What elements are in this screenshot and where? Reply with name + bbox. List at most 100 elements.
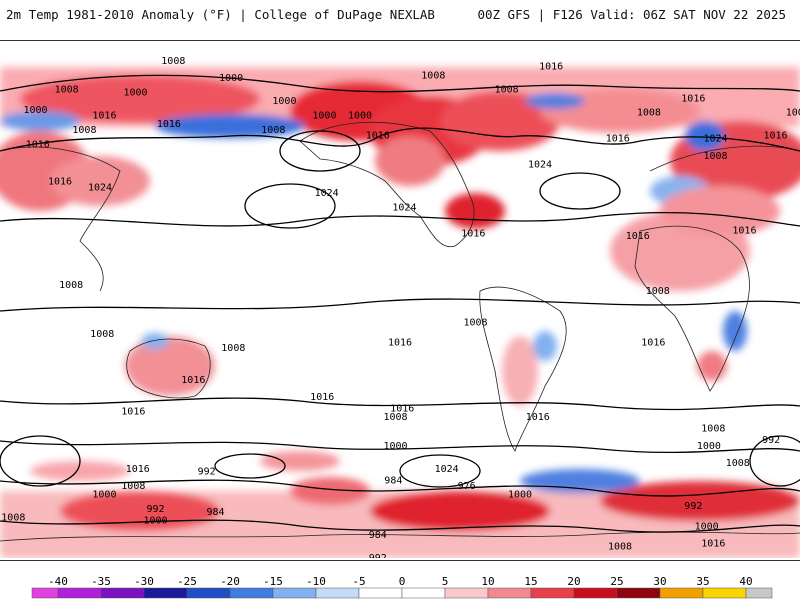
colorbar-swatch [487,587,532,599]
isobar-label: 1008 [726,458,750,469]
isobar-label: 1024 [704,134,728,145]
isobar-label: 1000 [92,490,116,501]
isobar-label: 1016 [764,131,788,142]
isobar-label: 1008 [384,412,408,423]
isobar-label: 1016 [388,337,412,348]
isobar-label: 1016 [157,119,181,130]
isobar-label: 1016 [539,62,563,73]
isobar-label: 1016 [526,412,550,423]
colorbar-tick-label: 25 [610,575,623,588]
colorbar-swatch [444,587,489,599]
colorbar-swatch [616,587,661,599]
colorbar-swatch [229,587,274,599]
colorbar-tick-label: -35 [91,575,111,588]
colorbar-tick-label: 35 [696,575,709,588]
isobar-label: 1008 [121,481,145,492]
isobar-label: 1024 [435,464,459,475]
colorbar-swatch [573,587,618,599]
isobar-label: 1000 [348,111,372,122]
isobar-label: 1000 [384,441,408,452]
isobar-label: 1016 [606,134,630,145]
colorbar-swatch [272,587,317,599]
isobar-label: 976 [458,481,476,492]
isobar-label: 1008 [90,329,114,340]
isobar-label: 1016 [126,464,150,475]
isobar-label: 1008 [421,70,445,81]
colorbar-swatch [31,587,59,599]
colorbar-tick-label: -40 [48,575,68,588]
isobar-label: 992 [147,504,165,515]
isobar-label: 1000 [272,96,296,107]
colorbar-swatch [186,587,231,599]
colorbar-tick-label: 40 [739,575,752,588]
colorbar-tick-label: -5 [352,575,365,588]
isobar-label: 1008 [786,108,800,119]
isobar-label: 1008 [704,151,728,162]
isobar-label: 1000 [219,73,243,84]
isobar-label: 992 [684,501,702,512]
colorbar-tick-label: -20 [220,575,240,588]
isobar-label: 992 [369,553,387,558]
colorbar-tick-label: -15 [263,575,283,588]
isobar-label: 1008 [637,108,661,119]
isobar-label: 1000 [124,88,148,99]
colorbar-swatch [702,587,747,599]
isobar-label: 1016 [310,392,334,403]
colorbar-tick-label: -10 [306,575,326,588]
isobar-label: 1016 [121,406,145,417]
model-run-info: 00Z GFS | F126 Valid: 06Z SAT NOV 22 202… [477,7,786,22]
isobar-label: 1016 [26,139,50,150]
isobar-label: 1000 [312,111,336,122]
colorbar-swatch [745,587,773,599]
isobar-label: 1008 [55,85,79,96]
colorbar-swatch [57,587,102,599]
isobar-label: 984 [384,475,402,486]
colorbar-tick-label: 5 [442,575,449,588]
isobar-label: 1000 [24,105,48,116]
isobar-label: 1024 [315,188,339,199]
isobar-label: 1024 [88,182,112,193]
coastlines [0,121,800,542]
isobar-label: 1016 [390,404,414,415]
isobar-label: 992 [198,467,216,478]
colorbar: -40 -35 -30 -25 -20 -15 -10 -5 0 5 10 15 20 25 30 35 40 [0,565,800,600]
isobar-label: 1016 [701,539,725,550]
world-map: 1008100010001008101610081016100810001008… [0,41,800,558]
isobar-label: 1016 [641,337,665,348]
colorbar-swatch [358,587,403,599]
isobar-label: 984 [207,507,225,518]
isobar-label: 1016 [181,375,205,386]
colorbar-scale: -40 -35 -30 -25 -20 -15 -10 -5 0 5 10 15 20 25 30 35 40 [31,575,773,599]
isobar-label: 1008 [221,343,245,354]
colorbar-tick-label: 20 [567,575,580,588]
isobar-label: 1016 [732,225,756,236]
isobar-label: 1016 [366,131,390,142]
isobar-label: 1016 [626,231,650,242]
isobar-label: 1024 [392,202,416,213]
isobar-labels: 1008100010001008101610081016100810001008… [1,56,800,558]
isobar-label: 1008 [464,317,488,328]
colorbar-swatch [315,587,360,599]
isobar-label: 1000 [508,490,532,501]
colorbar-tick-label: 15 [524,575,537,588]
isobar-label: 992 [762,435,780,446]
colorbar-tick-label: 10 [481,575,494,588]
isobar-label: 1008 [701,424,725,435]
isobar-label: 1024 [528,159,552,170]
isobar-label: 1016 [92,111,116,122]
colorbar-tick-label: -25 [177,575,197,588]
colorbar-tick-label: -30 [134,575,154,588]
isobar-label: 1008 [261,125,285,136]
isobar-label: 1016 [48,177,72,188]
colorbar-tick-label: 0 [399,575,406,588]
isobar-label: 1008 [1,513,25,524]
isobar-label: 1008 [72,125,96,136]
map-panel: 1008100010001008101610081016100810001008… [0,40,800,561]
isobar-label: 984 [369,530,387,541]
isobar-label: 1008 [646,286,670,297]
isobar-label: 1000 [697,441,721,452]
colorbar-swatch [100,587,145,599]
isobar-label: 1008 [161,56,185,67]
colorbar-tick-label: 30 [653,575,666,588]
colorbar-swatch [143,587,188,599]
